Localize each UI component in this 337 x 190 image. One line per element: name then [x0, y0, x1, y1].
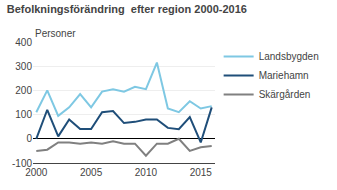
svg-text:2005: 2005 — [80, 167, 103, 178]
svg-text:300: 300 — [15, 61, 32, 72]
svg-text:Landsbygden: Landsbygden — [259, 51, 319, 62]
svg-text:400: 400 — [15, 37, 32, 48]
svg-text:Befolkningsförändring efter r: Befolkningsförändring efter region 2000-… — [7, 3, 247, 15]
svg-text:2010: 2010 — [135, 167, 158, 178]
svg-text:Personer: Personer — [35, 28, 76, 39]
svg-text:200: 200 — [15, 85, 32, 96]
svg-text:-100: -100 — [12, 158, 32, 169]
svg-text:100: 100 — [15, 109, 32, 120]
svg-text:0: 0 — [26, 133, 32, 144]
svg-text:Mariehamn: Mariehamn — [259, 70, 309, 81]
svg-text:2000: 2000 — [25, 167, 48, 178]
svg-text:2015: 2015 — [190, 167, 213, 178]
svg-text:Skärgården: Skärgården — [259, 89, 311, 100]
